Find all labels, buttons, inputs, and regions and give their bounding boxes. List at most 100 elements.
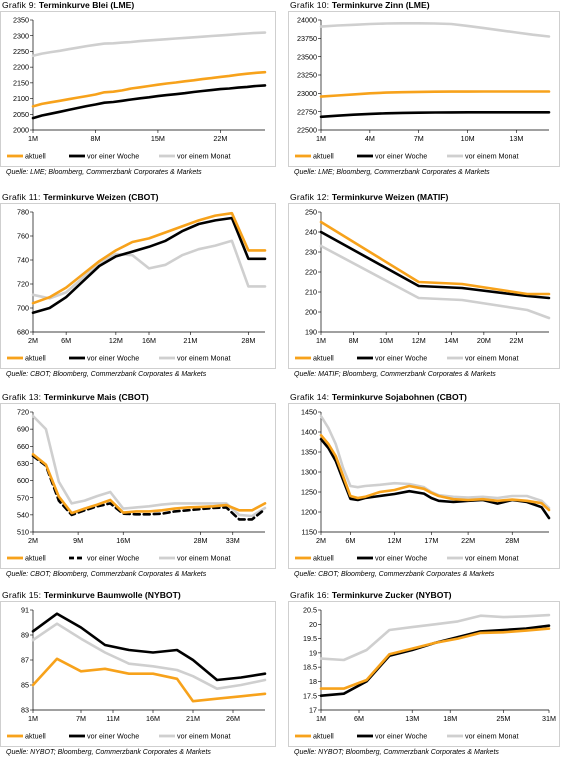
legend-label: vor einer Woche	[87, 152, 139, 161]
y-tick-label: 2100	[13, 94, 29, 103]
x-tick-label: 25M	[496, 714, 510, 723]
chart-number: Grafik 9:	[2, 0, 39, 10]
chart-title: Grafik 12: Terminkurve Weizen (MATIF)	[290, 192, 448, 202]
y-tick-label: 91	[21, 606, 29, 615]
chart-number: Grafik 14:	[290, 392, 332, 402]
y-tick-label: 210	[305, 288, 317, 297]
y-tick-label: 2200	[13, 63, 29, 72]
x-tick-label: 13M	[405, 714, 419, 723]
x-tick-label: 11M	[106, 714, 119, 723]
y-tick-label: 720	[17, 280, 29, 289]
y-tick-label: 660	[17, 442, 29, 451]
y-tick-label: 1150	[302, 528, 317, 537]
chart-title-text: Terminkurve Weizen (MATIF)	[331, 192, 449, 202]
series-line-0	[319, 90, 551, 98]
series-line-1	[31, 84, 267, 120]
series-line-2	[319, 244, 551, 320]
y-tick-label: 83	[21, 706, 29, 715]
chart-number: Grafik 16:	[290, 590, 332, 600]
series-line-2	[31, 239, 267, 300]
chart-frame: 22500 22750 23000 23250 23500 23750 24000 1M 4M 7…	[288, 11, 560, 167]
line-chart: 1150 1200 1250 1300 1350 1400 1450 2M 6M 12M 17M 22…	[295, 408, 551, 563]
x-tick-label: 1M	[28, 134, 38, 143]
legend-label: vor einem Monat	[177, 152, 231, 161]
series-line-0	[31, 211, 267, 305]
series-line-0	[319, 220, 551, 296]
x-tick-label: 6M	[354, 714, 364, 723]
series-line-2	[31, 622, 267, 690]
chart-title-text: Terminkurve Blei (LME)	[38, 0, 135, 10]
y-tick-label: 1450	[301, 408, 317, 417]
y-tick-label: 1200	[301, 508, 317, 517]
y-tick-label: 22500	[297, 126, 317, 135]
legend-label: vor einer Woche	[375, 152, 427, 161]
y-tick-label: 690	[17, 425, 29, 434]
x-tick-label: 22M	[509, 336, 523, 345]
line-chart: 83 85 87 89 91 1M 7M 11M 16M 21M 26M aktuell vor ein…	[7, 606, 267, 741]
x-tick-label: 17M	[424, 536, 438, 545]
legend-label: vor einer Woche	[375, 354, 427, 363]
x-tick-label: 6M	[345, 536, 355, 545]
y-tick-label: 630	[17, 459, 29, 468]
y-tick-label: 2050	[13, 110, 29, 119]
x-tick-label: 7M	[76, 714, 86, 723]
x-tick-label: 2M	[28, 536, 38, 545]
x-tick-label: 20M	[477, 336, 491, 345]
chart-source: Quelle: LME; Bloomberg, Commerzbank Corp…	[6, 169, 202, 176]
x-tick-label: 16M	[142, 336, 156, 345]
y-tick-label: 23500	[297, 52, 317, 61]
legend-label: vor einem Monat	[177, 732, 231, 741]
x-tick-label: 21M	[183, 336, 197, 345]
chart-title-text: Terminkurve Mais (CBOT)	[43, 392, 149, 402]
series-line-1	[31, 612, 267, 682]
chart-frame: 680 700 720 740 760 780 2M 6M 12M 16M 21M 28M aktuel…	[0, 203, 276, 369]
x-tick-label: 26M	[226, 714, 240, 723]
x-tick-label: 10M	[461, 134, 475, 143]
y-tick-label: 600	[17, 476, 29, 485]
y-tick-label: 2250	[13, 47, 29, 56]
x-tick-label: 28M	[505, 536, 519, 545]
x-tick-label: 22M	[461, 536, 475, 545]
series-line-2	[31, 414, 267, 518]
y-tick-label: 220	[305, 268, 317, 277]
line-chart: 17 17.5 18 18.5 19 19.5 20 20.5 1M 6M 13M 18M 25M 31M…	[295, 606, 556, 741]
legend-label: vor einer Woche	[375, 732, 427, 741]
chart-source: Quelle: NYBOT; Bloomberg, Commerzbank Co…	[294, 749, 499, 756]
legend-label: aktuell	[313, 732, 334, 741]
x-tick-label: 12M	[388, 536, 402, 545]
chart-number: Grafik 12:	[290, 192, 332, 202]
x-tick-label: 22M	[213, 134, 227, 143]
x-tick-label: 28M	[241, 336, 255, 345]
chart-title-text: Terminkurve Zucker (NYBOT)	[331, 590, 452, 600]
y-tick-label: 85	[21, 681, 29, 690]
y-tick-label: 760	[17, 232, 29, 241]
x-tick-label: 1M	[28, 714, 38, 723]
y-tick-label: 23250	[297, 71, 317, 80]
chart-source: Quelle: LME; Bloomberg, Commerzbank Corp…	[294, 169, 490, 176]
chart-title: Grafik 16: Terminkurve Zucker (NYBOT)	[290, 590, 452, 600]
legend-label: vor einem Monat	[465, 554, 519, 563]
chart-panel-baumwolle: Grafik 15: Terminkurve Baumwolle (NYBOT)…	[0, 590, 278, 762]
chart-source: Quelle: NYBOT; Bloomberg, Commerzbank Co…	[6, 749, 211, 756]
y-tick-label: 23750	[297, 34, 317, 43]
legend-label: aktuell	[25, 732, 46, 741]
x-tick-label: 16M	[116, 536, 130, 545]
y-tick-label: 18	[309, 677, 317, 686]
chart-title: Grafik 13: Terminkurve Mais (CBOT)	[2, 392, 149, 402]
y-tick-label: 240	[305, 228, 317, 237]
chart-frame: 1150 1200 1250 1300 1350 1400 1450 2M 6M 12M 17M 22…	[288, 403, 560, 569]
y-tick-label: 2150	[13, 78, 29, 87]
x-tick-label: 12M	[109, 336, 123, 345]
x-tick-label: 9M	[73, 536, 83, 545]
x-tick-label: 18M	[443, 714, 457, 723]
x-tick-label: 1M	[316, 134, 326, 143]
x-tick-label: 33M	[226, 536, 240, 545]
chart-title-text: Terminkurve Baumwolle (NYBOT)	[43, 590, 181, 600]
chart-title-text: Terminkurve Sojabohnen (CBOT)	[331, 392, 467, 402]
chart-frame: 17 17.5 18 18.5 19 19.5 20 20.5 1M 6M 13M 18M 25M 31M…	[288, 601, 560, 747]
line-chart: 22500 22750 23000 23250 23500 23750 24000 1M 4M 7…	[295, 16, 551, 161]
y-tick-label: 1250	[301, 488, 317, 497]
y-tick-label: 230	[305, 248, 317, 257]
y-tick-label: 570	[17, 493, 29, 502]
y-tick-label: 1300	[301, 468, 317, 477]
